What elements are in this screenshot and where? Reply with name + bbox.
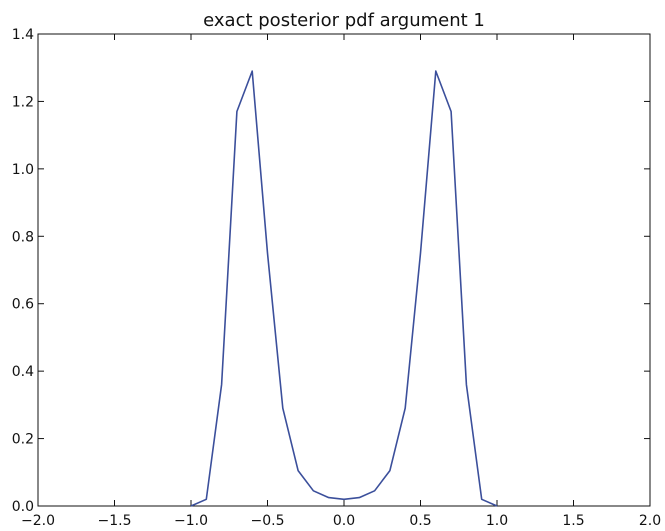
x-tick-label: −0.5 <box>251 513 285 529</box>
x-tick-label: −2.0 <box>21 513 55 529</box>
x-tick-label: 0.5 <box>409 513 431 529</box>
y-tick-label: 0.0 <box>12 499 34 515</box>
y-tick-label: 0.2 <box>12 432 34 448</box>
x-tick-label: 1.5 <box>562 513 584 529</box>
plot-area-frame <box>37 33 651 507</box>
x-axis-ticks: −2.0 −1.5 −1.0 −0.5 0.0 0.5 1.0 1.5 2.0 <box>21 34 661 529</box>
x-tick-label: −1.0 <box>174 513 208 529</box>
x-tick-label: 1.0 <box>486 513 508 529</box>
y-tick-label: 0.4 <box>12 364 34 380</box>
y-axis-ticks: 0.0 0.2 0.4 0.6 0.8 1.0 1.2 1.4 <box>12 27 650 515</box>
series-layer <box>190 70 498 507</box>
series-line <box>190 70 498 507</box>
y-tick-label: 1.0 <box>12 162 34 178</box>
y-tick-label: 1.4 <box>12 27 34 43</box>
y-tick-label: 1.2 <box>12 94 34 110</box>
x-tick-label: 0.0 <box>333 513 355 529</box>
x-tick-label: −1.5 <box>98 513 132 529</box>
chart-title: exact posterior pdf argument 1 <box>203 10 485 31</box>
x-tick-label: 2.0 <box>639 513 661 529</box>
y-tick-label: 0.6 <box>12 297 34 313</box>
y-tick-label: 0.8 <box>12 229 34 245</box>
